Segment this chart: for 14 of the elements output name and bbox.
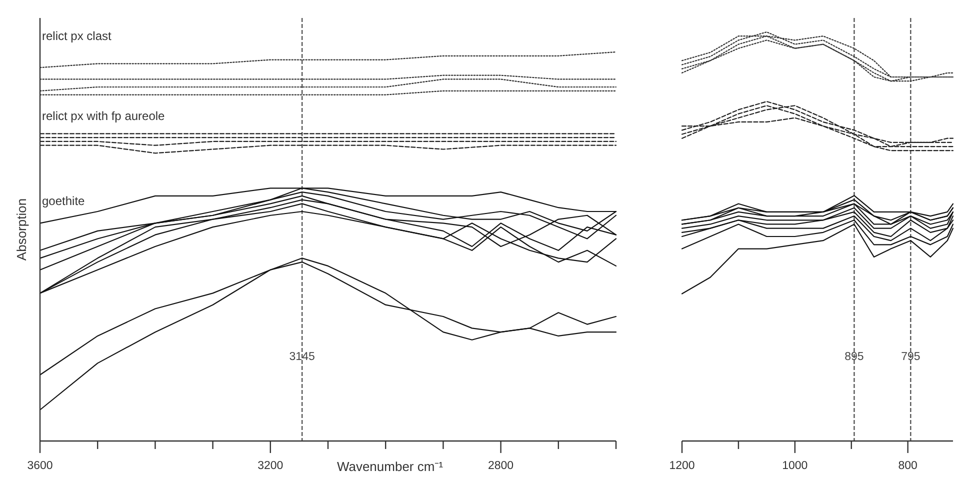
annotation: relict px with fp aureole bbox=[42, 109, 166, 123]
x-tick-label: 800 bbox=[898, 460, 918, 472]
ref-line-label: 3145 bbox=[289, 351, 315, 363]
x-tick-label: 3200 bbox=[258, 460, 284, 472]
x-tick-label: 1200 bbox=[669, 460, 695, 472]
ref-line-label: 895 bbox=[844, 351, 864, 363]
x-axis-title: Wavenumber cm⁻¹ bbox=[336, 459, 444, 474]
ref-line-label: 795 bbox=[901, 351, 920, 363]
y-axis-title: Absorption bbox=[14, 198, 29, 261]
text: relict px clast bbox=[42, 29, 112, 43]
x-tick-label: 1000 bbox=[782, 460, 808, 472]
annotation: goethite bbox=[42, 194, 86, 208]
x-tick-label: 3600 bbox=[27, 460, 53, 472]
x-tick-label: 2800 bbox=[488, 460, 514, 472]
